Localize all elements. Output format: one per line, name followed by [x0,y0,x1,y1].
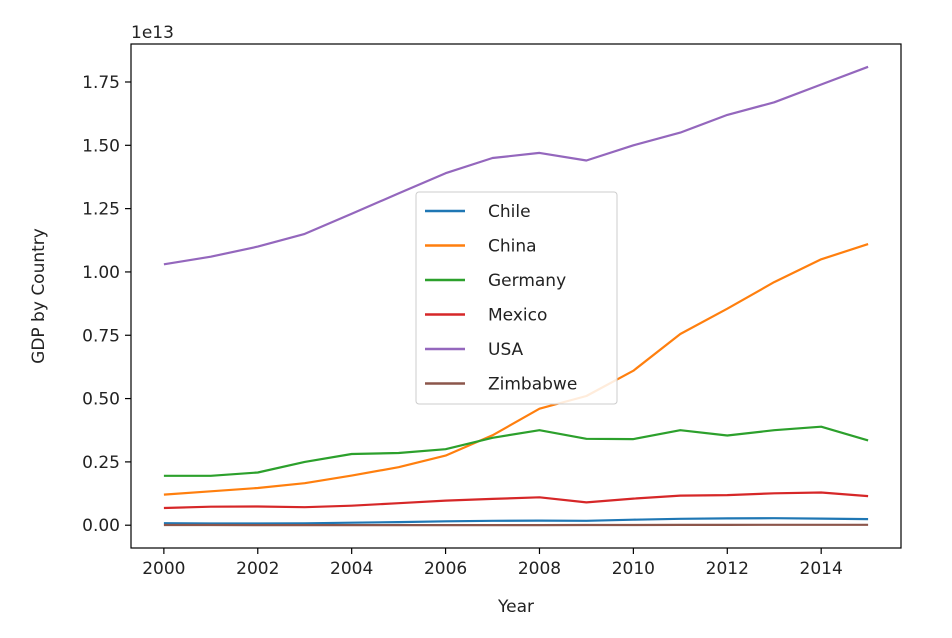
legend-label-zimbabwe: Zimbabwe [488,375,577,395]
x-tick-label: 2010 [612,559,655,579]
y-axis-label: GDP by Country [29,228,49,364]
legend-label-usa: USA [488,340,524,360]
plot-lines [163,65,869,527]
y-tick-label: 0.50 [82,390,120,410]
x-tick-label: 2012 [706,559,749,579]
x-tick-label: 2014 [800,559,843,579]
y-tick-label: 0.75 [82,326,120,346]
y-tick-label: 1.50 [82,136,120,156]
x-axis: 2000 2002 2004 2006 2008 2010 2012 2014 [142,548,843,579]
y-axis: 0.00 0.25 0.50 0.75 1.00 1.25 1.50 1.75 [82,73,131,536]
series-line-mexico [163,491,869,510]
x-tick-label: 2004 [330,559,373,579]
legend: Chile China Germany Mexico USA Zimbabwe [415,191,618,405]
x-tick-label: 2008 [518,559,561,579]
x-tick-label: 2006 [424,559,467,579]
x-tick-label: 2000 [142,559,185,579]
x-axis-label: Year [497,597,534,617]
series-line-usa [163,65,869,266]
y-tick-label: 1.00 [82,263,120,283]
legend-label-germany: Germany [488,271,566,291]
series-line-chile [163,517,869,525]
series-line-china [163,243,869,496]
x-tick-label: 2002 [236,559,279,579]
y-tick-label: 0.25 [82,453,120,473]
y-tick-label: 1.25 [82,200,120,220]
legend-label-chile: Chile [488,202,531,222]
y-tick-label: 0.00 [82,516,120,536]
legend-label-china: China [488,237,537,257]
plot-frame [130,43,902,549]
y-tick-label: 1.75 [82,73,120,93]
series-line-germany [163,425,869,477]
y-offset-label: 1e13 [131,23,174,43]
legend-box [415,191,618,405]
legend-label-mexico: Mexico [488,306,547,326]
